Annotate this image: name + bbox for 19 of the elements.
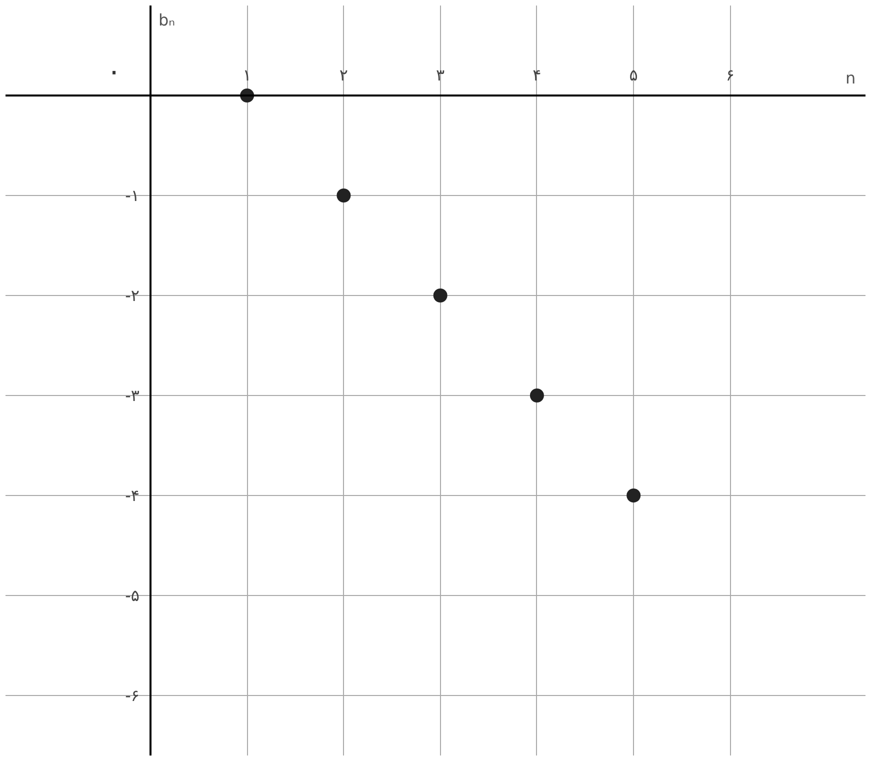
y-tick-label: -۲ (125, 286, 140, 305)
x-tick-label: ۶ (726, 66, 735, 84)
x-tick-label: ۴ (532, 66, 542, 84)
y-axis-title: bₙ (158, 10, 175, 30)
annotation: ۰ (106, 54, 122, 88)
x-tick-label: ۲ (339, 66, 348, 84)
y-tick-label: -۵ (125, 586, 140, 605)
x-tick-label: ۳ (436, 66, 446, 84)
point (336, 188, 351, 202)
x-axis-title: n (846, 68, 856, 88)
point (626, 488, 641, 502)
point (433, 288, 448, 302)
y-tick-label: -۶ (125, 686, 140, 705)
y-tick-label: -۳ (125, 386, 140, 405)
y-tick-label: -۴ (125, 486, 140, 505)
x-tick-label: ۱ (242, 66, 252, 84)
x-tick-label: ۵ (629, 66, 638, 84)
point (530, 388, 544, 402)
y-tick-label: -۱ (125, 186, 140, 205)
